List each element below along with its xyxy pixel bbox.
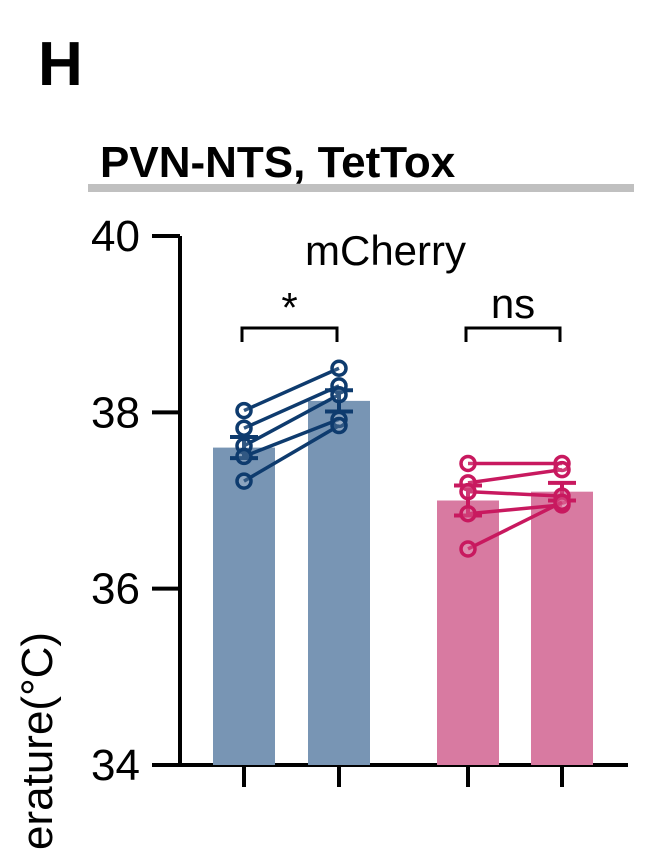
data-point (235, 447, 253, 466)
data-point (459, 454, 477, 473)
bar (213, 447, 275, 765)
sig-bracket (240, 326, 339, 342)
bars (213, 388, 593, 765)
sig-label: * (281, 284, 297, 331)
sig-bracket (464, 326, 562, 342)
data-point (330, 359, 348, 377)
data-point (330, 385, 348, 404)
pair-line (243, 366, 340, 413)
data-point (235, 472, 253, 490)
pair-line (467, 500, 563, 551)
data-point (553, 460, 571, 479)
y-axis-label: erature(°C) (13, 632, 62, 850)
data-point (330, 416, 348, 435)
paired-points (235, 359, 571, 558)
bar (437, 500, 499, 765)
bar (308, 400, 370, 765)
chart-title: PVN-NTS, TetTox (100, 138, 456, 187)
panel-label: H (38, 30, 83, 99)
legend-label: mCherry (305, 227, 466, 274)
pair-line (467, 467, 563, 485)
bar (531, 491, 593, 765)
y-tick-label: 38 (91, 388, 140, 437)
pair-line (467, 503, 563, 516)
pair-line (243, 424, 340, 483)
sig-label: ns (491, 280, 535, 327)
data-point (459, 540, 477, 558)
pair-line (467, 489, 563, 498)
data-point (459, 504, 477, 523)
y-tick-label: 34 (91, 741, 140, 790)
data-point (235, 419, 253, 437)
pair-line (243, 417, 340, 459)
y-tick-label: 36 (91, 565, 140, 614)
data-point (235, 401, 253, 420)
data-point (553, 493, 571, 512)
pair-line (243, 393, 340, 448)
data-point (459, 482, 477, 501)
y-tick-label: 40 (91, 212, 140, 261)
significance-brackets: * ns (240, 280, 562, 342)
pair-line (243, 384, 340, 430)
